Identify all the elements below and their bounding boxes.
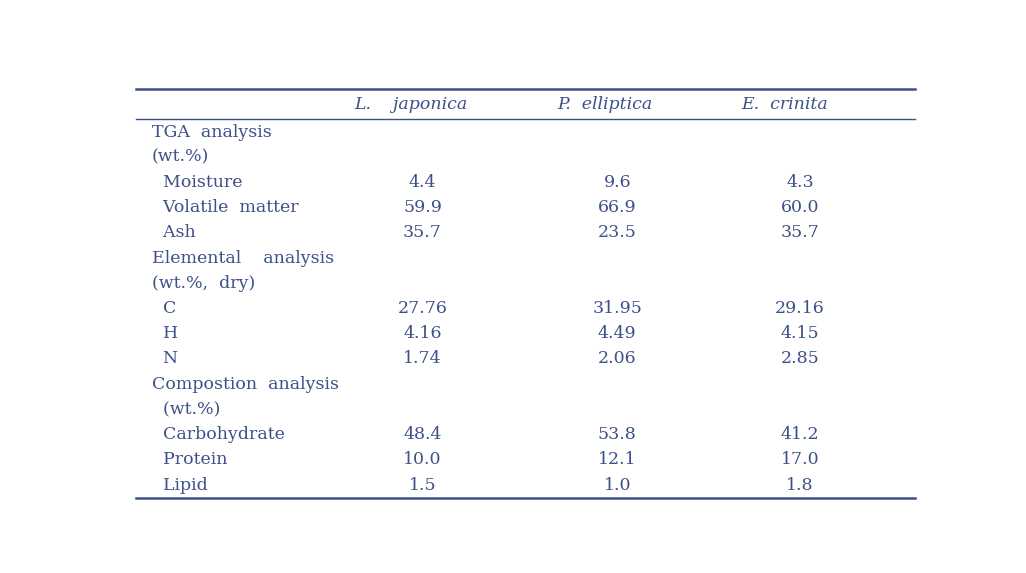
Text: Moisture: Moisture [152,174,242,191]
Text: Lipid: Lipid [152,477,208,493]
Text: (wt.%): (wt.%) [152,149,209,166]
Text: 9.6: 9.6 [603,174,631,191]
Text: C: C [152,300,176,317]
Text: (wt.%,  dry): (wt.%, dry) [152,275,255,292]
Text: 53.8: 53.8 [598,426,637,443]
Text: E.  crinita: E. crinita [741,96,828,112]
Text: 1.0: 1.0 [603,477,631,493]
Text: Elemental    analysis: Elemental analysis [152,250,334,266]
Text: 2.06: 2.06 [598,351,636,367]
Text: 12.1: 12.1 [598,452,636,468]
Text: 29.16: 29.16 [776,300,825,317]
Text: Ash: Ash [152,225,196,241]
Text: 27.76: 27.76 [397,300,447,317]
Text: 31.95: 31.95 [592,300,642,317]
Text: 4.4: 4.4 [408,174,436,191]
Text: Compostion  analysis: Compostion analysis [152,376,340,393]
Text: 48.4: 48.4 [403,426,442,443]
Text: 1.5: 1.5 [408,477,436,493]
Text: 60.0: 60.0 [781,199,820,216]
Text: 1.74: 1.74 [403,351,442,367]
Text: 23.5: 23.5 [598,225,637,241]
Text: Volatile  matter: Volatile matter [152,199,299,216]
Text: 2.85: 2.85 [781,351,820,367]
Text: 41.2: 41.2 [781,426,820,443]
Text: 35.7: 35.7 [781,225,820,241]
Text: 59.9: 59.9 [403,199,442,216]
Text: 4.16: 4.16 [403,325,442,342]
Text: 10.0: 10.0 [403,452,442,468]
Text: 1.8: 1.8 [786,477,814,493]
Text: TGA  analysis: TGA analysis [152,124,272,140]
Text: 17.0: 17.0 [781,452,820,468]
Text: 4.3: 4.3 [786,174,814,191]
Text: 66.9: 66.9 [598,199,636,216]
Text: 4.49: 4.49 [598,325,636,342]
Text: Carbohydrate: Carbohydrate [152,426,285,443]
Text: H: H [152,325,179,342]
Text: (wt.%): (wt.%) [152,401,221,418]
Text: Protein: Protein [152,452,228,468]
Text: P.  elliptica: P. elliptica [558,96,653,112]
Text: 4.15: 4.15 [781,325,820,342]
Text: 35.7: 35.7 [403,225,442,241]
Text: L.    japonica: L. japonica [354,96,467,112]
Text: N: N [152,351,179,367]
